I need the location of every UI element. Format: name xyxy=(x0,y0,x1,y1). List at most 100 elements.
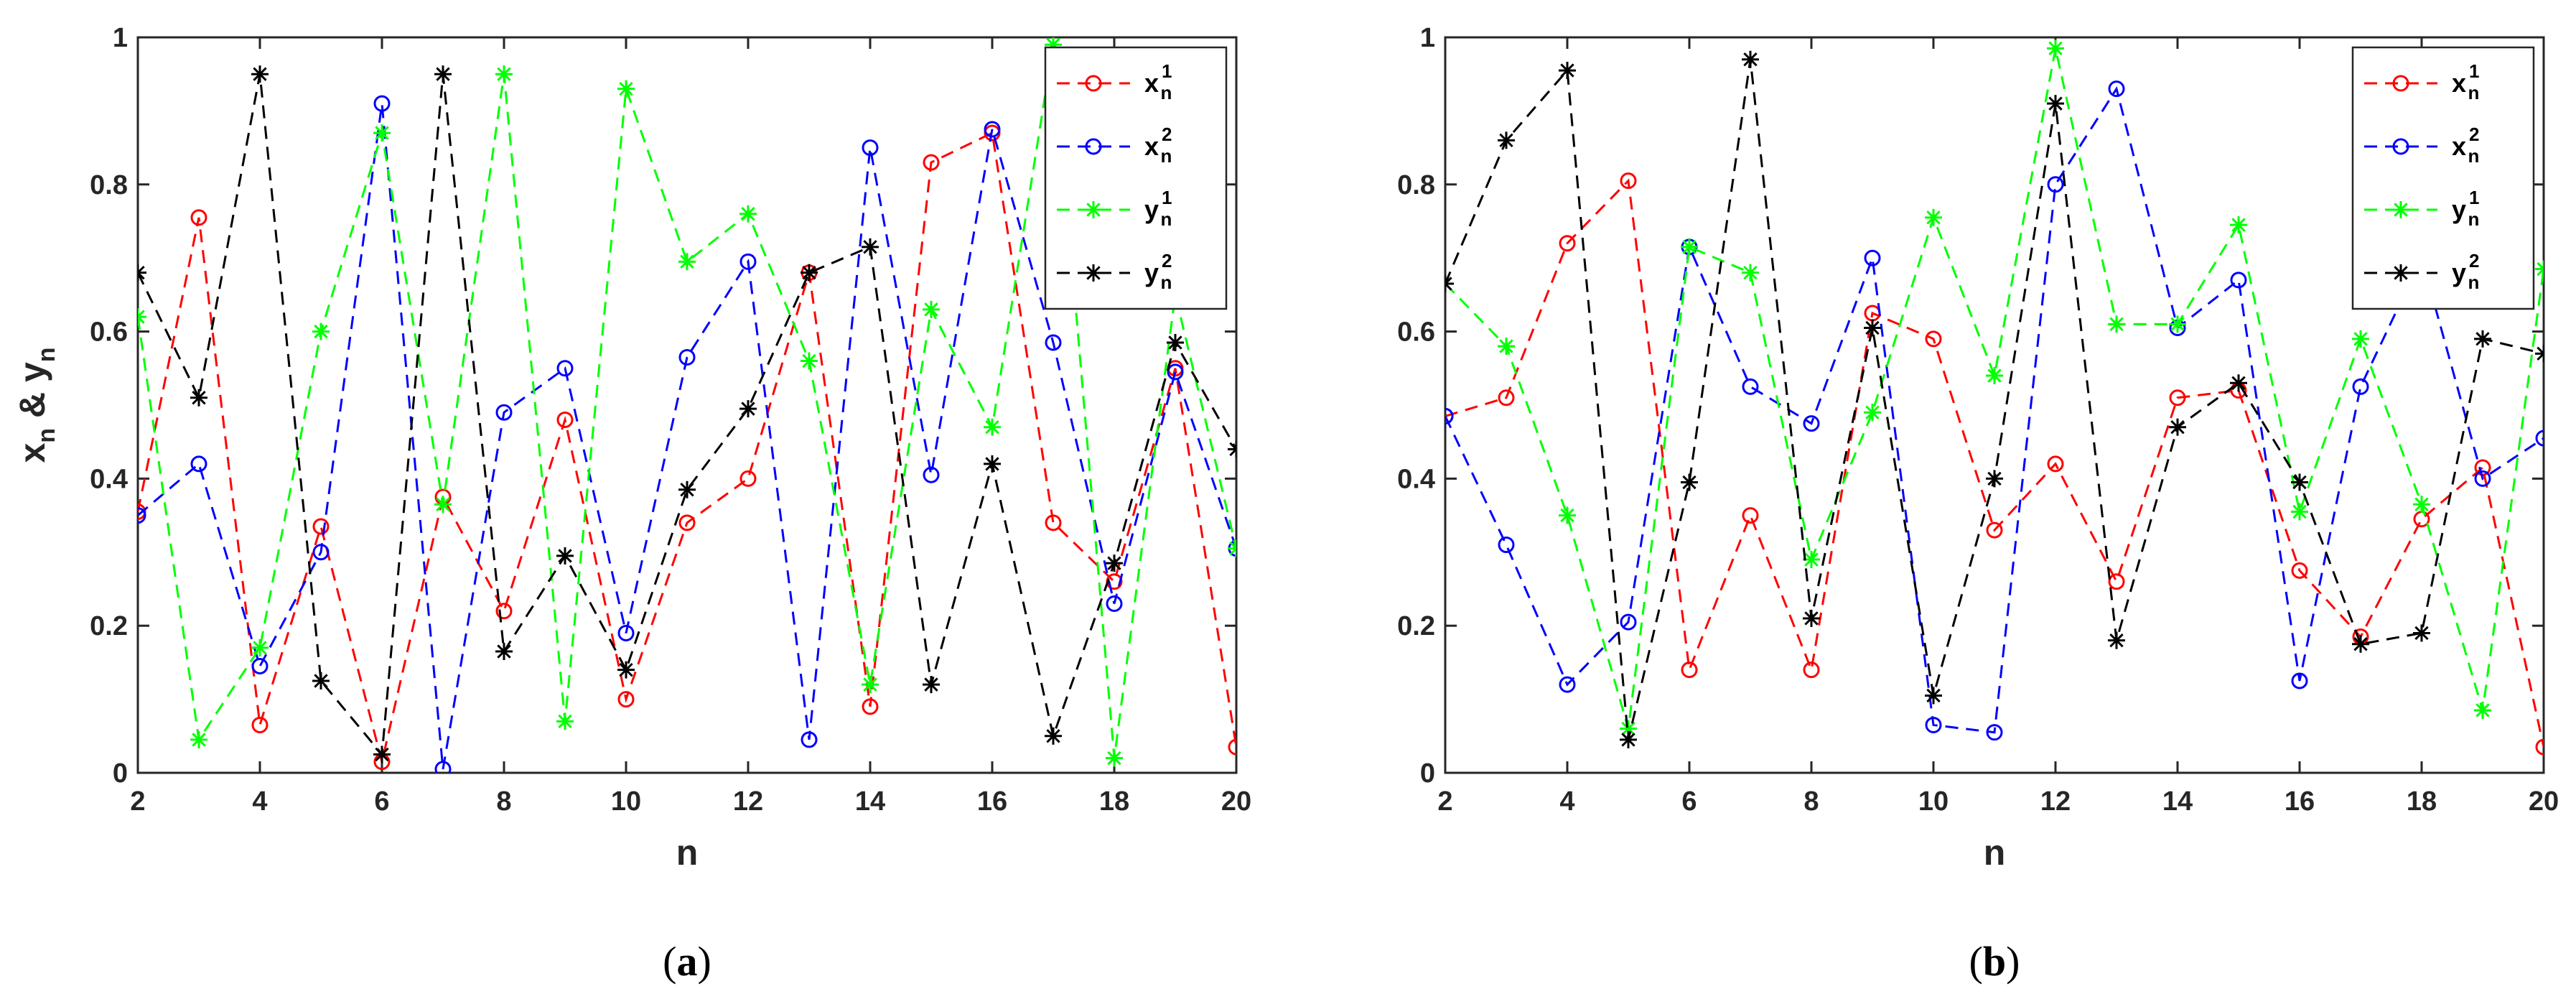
data-point xyxy=(1445,275,1454,293)
data-point xyxy=(556,411,574,428)
x-tick-label: 20 xyxy=(1221,786,1251,817)
legend-box xyxy=(2351,46,2535,310)
x-axis-label: n xyxy=(676,832,699,873)
data-point xyxy=(923,300,940,318)
data-point xyxy=(1045,334,1062,351)
data-point xyxy=(678,348,696,366)
series-3 xyxy=(1445,50,2544,748)
data-point xyxy=(1986,470,2003,488)
data-point xyxy=(138,507,146,524)
data-point xyxy=(2169,418,2186,436)
data-point xyxy=(1167,363,1184,381)
data-point xyxy=(1498,338,1515,356)
data-point xyxy=(556,547,574,565)
data-point xyxy=(1045,727,1062,745)
data-point xyxy=(2291,503,2308,521)
data-point xyxy=(2535,260,2544,278)
data-point xyxy=(2230,216,2247,234)
data-point xyxy=(2108,315,2125,333)
data-point xyxy=(2047,95,2064,113)
data-point xyxy=(678,514,696,531)
data-point xyxy=(1681,473,1698,491)
y-axis-label: xn & yn xyxy=(12,347,60,463)
data-point xyxy=(1228,440,1236,458)
data-point xyxy=(984,121,1001,138)
x-tick-label: 16 xyxy=(977,786,1007,817)
data-point xyxy=(2291,672,2308,689)
y-tick-label: 0.2 xyxy=(1397,611,1435,641)
x-tick-label: 6 xyxy=(1681,786,1697,817)
data-point xyxy=(1106,595,1123,612)
data-point xyxy=(495,65,513,83)
series-line xyxy=(138,103,1236,770)
data-point xyxy=(1681,661,1698,679)
data-point xyxy=(2108,573,2125,590)
legend-marker xyxy=(2392,75,2409,92)
data-point xyxy=(1559,62,1576,80)
data-point xyxy=(1498,131,1515,149)
data-point xyxy=(2352,635,2369,653)
data-point xyxy=(312,518,330,535)
y-tick-label: 0.4 xyxy=(1397,464,1435,494)
data-point xyxy=(1742,507,1759,524)
data-point xyxy=(2047,455,2064,473)
data-point xyxy=(617,691,635,708)
y-tick-label: 1 xyxy=(1420,23,1435,53)
data-point xyxy=(1498,389,1515,407)
panel-a: 2 4 6 8 10 12 14 16 18 20 0 0.2 0.4 0.6 0.8 1 n xn & yn x 1… xyxy=(12,23,1251,985)
data-point xyxy=(1742,50,1759,68)
data-point xyxy=(862,238,879,256)
data-point xyxy=(801,731,818,748)
y-tick-label: 0.8 xyxy=(90,170,128,200)
data-point xyxy=(1986,724,2003,741)
data-point xyxy=(1445,407,1454,424)
data-point xyxy=(2108,631,2125,649)
x-tick-label: 12 xyxy=(2040,786,2071,817)
legend: x 1 n x 2 n y 1 n y 2 n xyxy=(1044,46,1228,310)
series-line xyxy=(138,131,1236,762)
data-point xyxy=(2108,80,2125,98)
x-tick-label: 4 xyxy=(1559,786,1574,817)
legend-marker xyxy=(1085,75,1102,92)
data-point xyxy=(138,264,146,282)
data-point xyxy=(862,698,879,715)
data-point xyxy=(1742,264,1759,282)
series-2 xyxy=(138,37,1236,767)
data-point xyxy=(251,639,269,656)
y-tick-label: 0.4 xyxy=(90,464,128,494)
data-point xyxy=(1986,521,2003,539)
y-tick-label: 0 xyxy=(1420,758,1435,789)
data-point xyxy=(190,730,207,748)
y-tick-label: 0.2 xyxy=(90,611,128,641)
x-tick-label: 2 xyxy=(130,786,145,817)
data-point xyxy=(1106,749,1123,767)
data-point xyxy=(2535,738,2544,756)
data-point xyxy=(1559,506,1576,524)
legend-marker xyxy=(2392,138,2409,155)
data-point xyxy=(984,418,1001,436)
data-point xyxy=(251,658,269,675)
data-point xyxy=(2535,430,2544,447)
data-point xyxy=(2291,562,2308,579)
data-point xyxy=(1620,613,1637,631)
data-point xyxy=(2474,470,2491,487)
data-point xyxy=(434,761,452,773)
data-point xyxy=(1925,716,1942,733)
data-point xyxy=(2352,378,2369,395)
data-point xyxy=(617,661,635,679)
data-point xyxy=(739,400,757,418)
data-point xyxy=(373,124,391,142)
data-point xyxy=(2535,345,2544,363)
